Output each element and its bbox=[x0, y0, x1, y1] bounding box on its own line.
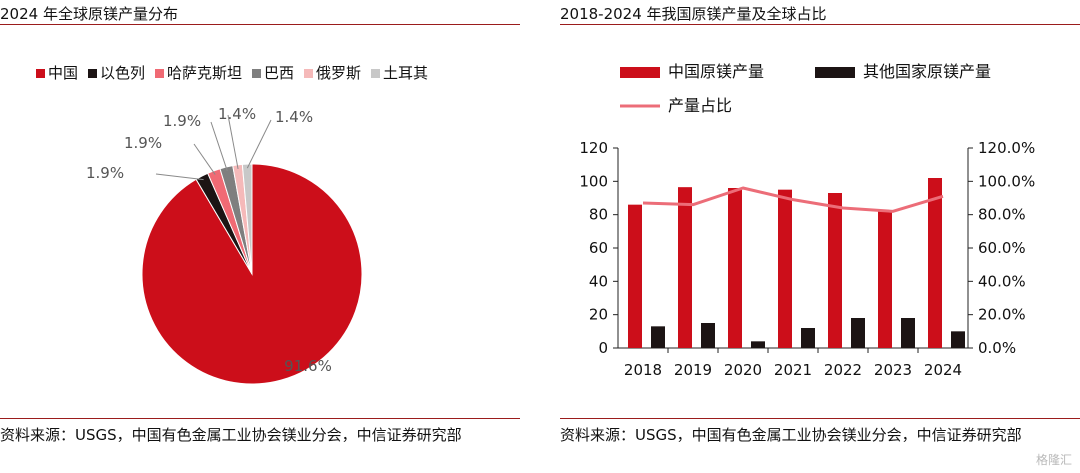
x-tick-label: 2019 bbox=[674, 361, 712, 379]
legend-swatch bbox=[304, 69, 313, 78]
legend-item-0: 中国原镁产量 bbox=[620, 62, 764, 81]
legend-swatch bbox=[815, 67, 855, 78]
legend-swatch bbox=[155, 69, 164, 78]
pie-chart-title: 2024 年全球原镁产量分布 bbox=[0, 5, 178, 23]
legend-swatch bbox=[36, 69, 45, 78]
line-share-series bbox=[642, 186, 944, 213]
pie-data-label-3: 1.9% bbox=[163, 112, 201, 130]
bar-china-2023 bbox=[878, 211, 892, 348]
left-source-note: 资料来源：USGS，中国有色金属工业协会镁业分会，中信证券研究部 bbox=[0, 426, 462, 444]
y-right-tick-label: 120.0% bbox=[978, 139, 1035, 157]
pie-data-label-5: 1.4% bbox=[275, 108, 313, 126]
x-tick-label: 2022 bbox=[824, 361, 862, 379]
y-left-tick-label: 0 bbox=[598, 339, 608, 357]
legend-label: 巴西 bbox=[264, 64, 294, 82]
pie-data-label-1: 1.9% bbox=[86, 164, 124, 182]
y-right-tick-label: 80.0% bbox=[978, 206, 1026, 224]
legend-label: 中国 bbox=[48, 64, 78, 82]
pie-data-label-0: 91.6% bbox=[284, 357, 332, 375]
leader-line-3 bbox=[210, 121, 228, 172]
pie-data-label-2: 1.9% bbox=[124, 134, 162, 152]
x-tick-label: 2021 bbox=[774, 361, 812, 379]
legend-item-2: 哈萨克斯坦 bbox=[155, 64, 242, 82]
y-right-tick-label: 60.0% bbox=[978, 239, 1026, 257]
y-right-tick-label: 40.0% bbox=[978, 272, 1026, 290]
legend-item-0: 中国 bbox=[36, 64, 78, 82]
x-tick-label: 2020 bbox=[724, 361, 762, 379]
y-left-tick-label: 40 bbox=[589, 272, 608, 290]
left-panel: 2024 年全球原镁产量分布 中国 以色列 哈萨克斯坦 巴西 俄罗斯 土耳其 91.6% 1.… bbox=[0, 0, 520, 473]
y-left-tick-label: 120 bbox=[579, 139, 608, 157]
pie-data-label-4: 1.4% bbox=[218, 105, 256, 123]
legend-label: 产量占比 bbox=[668, 96, 732, 115]
y-right-tick-label: 20.0% bbox=[978, 306, 1026, 324]
bar-other-2019 bbox=[701, 323, 715, 348]
legend-label: 俄罗斯 bbox=[316, 64, 361, 82]
leader-line-4 bbox=[227, 114, 239, 170]
legend-item-1: 其他国家原镁产量 bbox=[815, 62, 991, 81]
x-tick-label: 2018 bbox=[624, 361, 662, 379]
y-right-tick-label: 100.0% bbox=[978, 172, 1035, 190]
legend-item-2: 产量占比 bbox=[620, 96, 732, 115]
bar-other-2022 bbox=[851, 318, 865, 348]
y-left-tick-label: 100 bbox=[579, 172, 608, 190]
legend-label: 土耳其 bbox=[383, 64, 428, 82]
legend-label: 哈萨克斯坦 bbox=[167, 64, 242, 82]
y-left-tick-label: 60 bbox=[589, 239, 608, 257]
bar-chart-title: 2018-2024 年我国原镁产量及全球占比 bbox=[560, 5, 827, 23]
bar-other-2018 bbox=[651, 326, 665, 348]
title-divider bbox=[560, 24, 1080, 25]
legend-swatch bbox=[620, 67, 660, 78]
legend-item-3: 巴西 bbox=[252, 64, 294, 82]
leader-line-5 bbox=[246, 119, 272, 169]
bar-other-2020 bbox=[751, 341, 765, 348]
source-divider bbox=[560, 418, 1080, 419]
right-panel: 2018-2024 年我国原镁产量及全球占比 中国原镁产量 其他国家原镁产量产量占… bbox=[560, 0, 1080, 473]
legend-label: 中国原镁产量 bbox=[668, 62, 764, 81]
x-tick-label: 2023 bbox=[874, 361, 912, 379]
legend-swatch bbox=[252, 69, 261, 78]
bar-other-2021 bbox=[801, 328, 815, 348]
bar-china-2020 bbox=[728, 188, 742, 348]
leader-line-1 bbox=[155, 173, 204, 181]
y-left-tick-label: 20 bbox=[589, 306, 608, 324]
bar-china-2018 bbox=[628, 204, 642, 348]
right-source-note: 资料来源：USGS，中国有色金属工业协会镁业分会，中信证券研究部 bbox=[560, 426, 1022, 444]
legend-item-5: 土耳其 bbox=[371, 64, 428, 82]
y-right-tick-label: 0.0% bbox=[978, 339, 1016, 357]
bar-other-2023 bbox=[901, 318, 915, 348]
legend-item-1: 以色列 bbox=[88, 64, 145, 82]
pie-slice-5 bbox=[241, 163, 253, 275]
legend-label: 其他国家原镁产量 bbox=[863, 62, 991, 81]
x-tick-label: 2024 bbox=[924, 361, 962, 379]
bar-china-2019 bbox=[678, 187, 692, 348]
legend-swatch bbox=[371, 69, 380, 78]
title-divider bbox=[0, 24, 520, 25]
bar-china-2021 bbox=[778, 189, 792, 348]
legend-swatch bbox=[88, 69, 97, 78]
legend-label: 以色列 bbox=[100, 64, 145, 82]
source-divider bbox=[0, 418, 520, 419]
legend-item-4: 俄罗斯 bbox=[304, 64, 361, 82]
y-left-tick-label: 80 bbox=[589, 206, 608, 224]
bar-china-2022 bbox=[828, 193, 842, 348]
leader-line-2 bbox=[193, 143, 216, 175]
bar-other-2024 bbox=[951, 331, 965, 348]
bar-china-2024 bbox=[928, 178, 942, 348]
watermark: 格隆汇 bbox=[1035, 453, 1072, 467]
